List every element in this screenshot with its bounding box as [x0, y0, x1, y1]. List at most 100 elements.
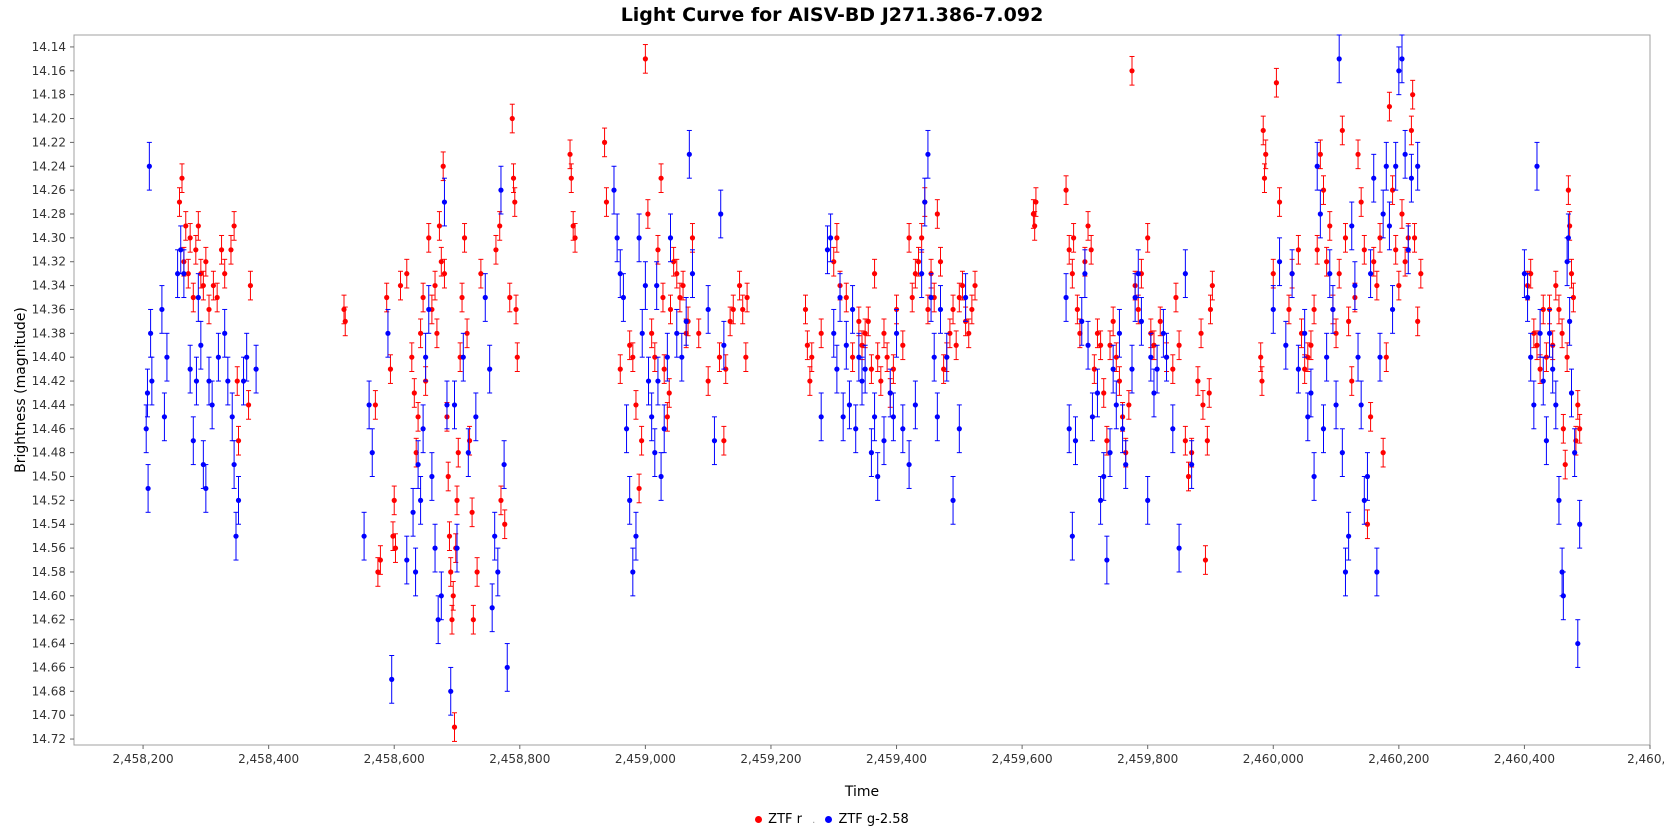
data-point	[1336, 56, 1342, 62]
data-point	[1110, 366, 1116, 372]
data-point	[470, 617, 476, 623]
data-point	[944, 354, 950, 360]
data-point	[1273, 80, 1280, 86]
y-tick-label: 14.66	[32, 660, 66, 674]
data-point	[441, 271, 448, 277]
data-point	[214, 294, 220, 301]
data-point	[1066, 426, 1072, 432]
data-point	[1113, 402, 1119, 408]
data-point	[1553, 282, 1559, 289]
legend-separator: .	[812, 815, 816, 826]
y-tick-label: 14.42	[32, 374, 66, 388]
data-point	[190, 294, 196, 301]
data-point	[222, 330, 228, 336]
data-point	[1101, 473, 1107, 480]
data-point	[478, 271, 484, 277]
data-point	[721, 342, 727, 348]
data-point	[474, 569, 480, 575]
data-point	[1320, 187, 1327, 193]
x-tick-label: 2,459,600	[992, 752, 1053, 766]
data-point	[956, 426, 962, 432]
data-point	[384, 294, 390, 301]
data-point	[460, 354, 466, 360]
data-point	[639, 330, 645, 336]
data-point	[426, 235, 432, 241]
x-tick-label: 2,458,200	[113, 752, 174, 766]
data-point	[513, 306, 519, 313]
data-point	[1333, 330, 1339, 336]
y-tick-label: 14.50	[32, 470, 66, 484]
data-point	[922, 199, 928, 205]
data-point	[1342, 235, 1349, 241]
data-point	[705, 378, 711, 384]
data-point	[937, 259, 944, 265]
data-point	[1377, 354, 1383, 360]
data-point	[572, 235, 578, 241]
data-point	[881, 330, 887, 336]
data-point	[1546, 330, 1553, 336]
data-point	[834, 366, 840, 372]
data-point	[689, 235, 696, 241]
data-point	[392, 545, 399, 551]
data-point	[649, 414, 655, 420]
data-point	[1077, 330, 1083, 336]
x-tick-label: 2,458,400	[238, 752, 299, 766]
data-point	[959, 282, 966, 289]
y-axis: 14.14 14.16 14.18 14.20 14.22 14.24 14.26 14.28…	[32, 40, 74, 746]
data-point	[514, 354, 520, 360]
data-point	[464, 330, 470, 336]
data-point	[198, 342, 204, 348]
data-point	[1070, 235, 1077, 241]
data-point	[1346, 318, 1352, 324]
data-point	[415, 414, 421, 420]
data-point	[459, 294, 465, 301]
data-point	[1575, 640, 1581, 647]
data-point	[218, 247, 225, 253]
data-point	[1195, 378, 1201, 384]
data-point	[718, 211, 724, 217]
data-point	[620, 294, 627, 301]
data-point	[1573, 438, 1579, 444]
data-point	[941, 366, 947, 372]
data-point	[716, 354, 723, 360]
data-point	[1286, 306, 1292, 313]
x-tick-label: 2,460,400	[1494, 752, 1555, 766]
data-point	[671, 259, 677, 265]
data-point	[568, 175, 574, 181]
data-point	[1276, 259, 1283, 265]
data-point	[432, 282, 438, 289]
data-point	[411, 390, 417, 396]
data-point	[915, 259, 922, 265]
data-point	[1314, 247, 1320, 253]
data-point	[925, 306, 931, 313]
data-point	[1339, 127, 1345, 134]
data-point	[146, 163, 152, 169]
legend-marker-r	[755, 816, 763, 823]
data-point	[1386, 223, 1393, 229]
data-point	[1069, 533, 1075, 539]
data-point	[420, 426, 426, 432]
data-point	[253, 366, 259, 372]
data-point	[377, 557, 384, 563]
data-point	[1295, 247, 1301, 253]
legend-item-r: ZTF r	[755, 812, 802, 827]
data-point	[853, 426, 859, 432]
data-point	[1568, 271, 1575, 277]
data-point	[686, 151, 692, 157]
data-point	[1528, 271, 1534, 277]
data-point	[187, 235, 193, 241]
data-point	[438, 259, 444, 265]
data-point	[661, 366, 667, 372]
data-point	[1170, 366, 1176, 372]
data-point	[1308, 342, 1314, 348]
data-point	[412, 569, 419, 575]
data-point	[1089, 414, 1096, 420]
data-point	[215, 354, 222, 360]
series-layer	[143, 34, 1583, 742]
data-point	[1543, 438, 1549, 444]
data-point	[633, 533, 639, 539]
legend-marker-g	[825, 816, 833, 823]
data-point	[451, 402, 458, 408]
data-point	[804, 342, 810, 348]
data-point	[683, 318, 689, 324]
